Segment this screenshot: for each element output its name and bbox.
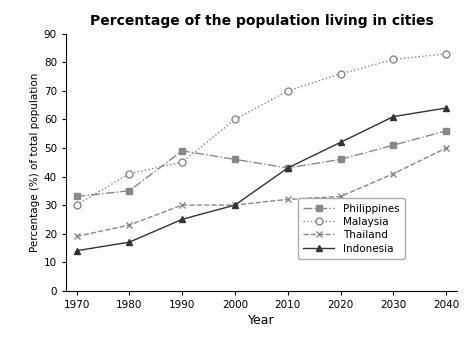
Indonesia [390, 115, 396, 119]
Indonesia [285, 166, 291, 170]
Indonesia [127, 240, 132, 244]
Legend: Philippines, Malaysia, Thailand, Indonesia: Philippines, Malaysia, Thailand, Indones… [298, 198, 405, 259]
Philippines [232, 158, 238, 162]
Thailand [73, 235, 79, 239]
Philippines [73, 194, 79, 198]
Malaysia [338, 72, 343, 76]
Philippines [127, 189, 132, 193]
Thailand [444, 146, 449, 150]
Philippines [179, 149, 185, 153]
Title: Percentage of the population living in cities: Percentage of the population living in c… [89, 15, 433, 28]
Indonesia [73, 249, 79, 253]
Thailand [127, 223, 132, 227]
Line: Thailand: Thailand [73, 145, 450, 240]
Philippines [285, 166, 291, 170]
Philippines [338, 158, 343, 162]
Malaysia [285, 89, 291, 93]
Thailand [179, 203, 185, 207]
Malaysia [127, 172, 132, 176]
Malaysia [444, 52, 449, 56]
Thailand [390, 172, 396, 176]
Indonesia [338, 140, 343, 144]
X-axis label: Year: Year [248, 314, 275, 327]
Thailand [232, 203, 238, 207]
Indonesia [444, 106, 449, 110]
Line: Philippines: Philippines [74, 128, 449, 199]
Indonesia [232, 203, 238, 207]
Philippines [444, 129, 449, 133]
Malaysia [390, 57, 396, 62]
Thailand [285, 197, 291, 201]
Y-axis label: Percentage (%) of total population: Percentage (%) of total population [30, 73, 40, 252]
Line: Malaysia: Malaysia [73, 50, 450, 209]
Malaysia [232, 117, 238, 121]
Malaysia [179, 160, 185, 164]
Malaysia [73, 203, 79, 207]
Line: Indonesia: Indonesia [73, 104, 450, 254]
Philippines [390, 143, 396, 147]
Thailand [338, 194, 343, 198]
Indonesia [179, 217, 185, 221]
